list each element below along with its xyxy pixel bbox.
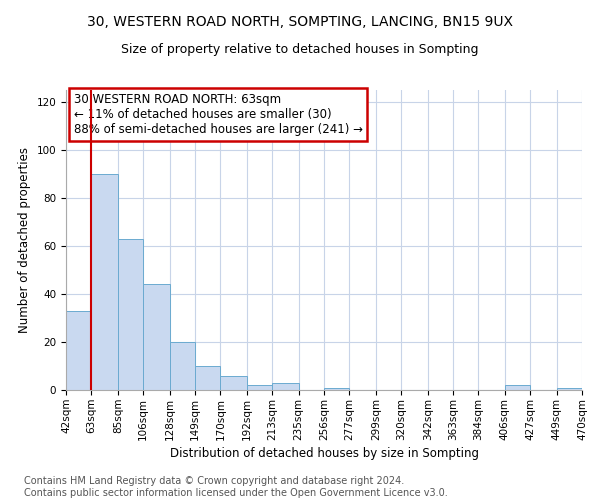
Bar [247,385,272,390]
Text: 30, WESTERN ROAD NORTH, SOMPTING, LANCING, BN15 9UX: 30, WESTERN ROAD NORTH, SOMPTING, LANCIN… [87,15,513,29]
Bar [220,376,247,390]
Bar [66,311,91,390]
Y-axis label: Number of detached properties: Number of detached properties [18,147,31,333]
Bar [170,342,195,390]
Bar [118,239,143,390]
Bar [505,385,530,390]
X-axis label: Distribution of detached houses by size in Sompting: Distribution of detached houses by size … [170,446,479,460]
Bar [91,174,118,390]
Text: Size of property relative to detached houses in Sompting: Size of property relative to detached ho… [121,42,479,56]
Text: 30 WESTERN ROAD NORTH: 63sqm
← 11% of detached houses are smaller (30)
88% of se: 30 WESTERN ROAD NORTH: 63sqm ← 11% of de… [74,93,363,136]
Bar [195,366,220,390]
Bar [557,388,582,390]
Bar [272,383,299,390]
Bar [324,388,349,390]
Text: Contains HM Land Registry data © Crown copyright and database right 2024.
Contai: Contains HM Land Registry data © Crown c… [24,476,448,498]
Bar [143,284,170,390]
